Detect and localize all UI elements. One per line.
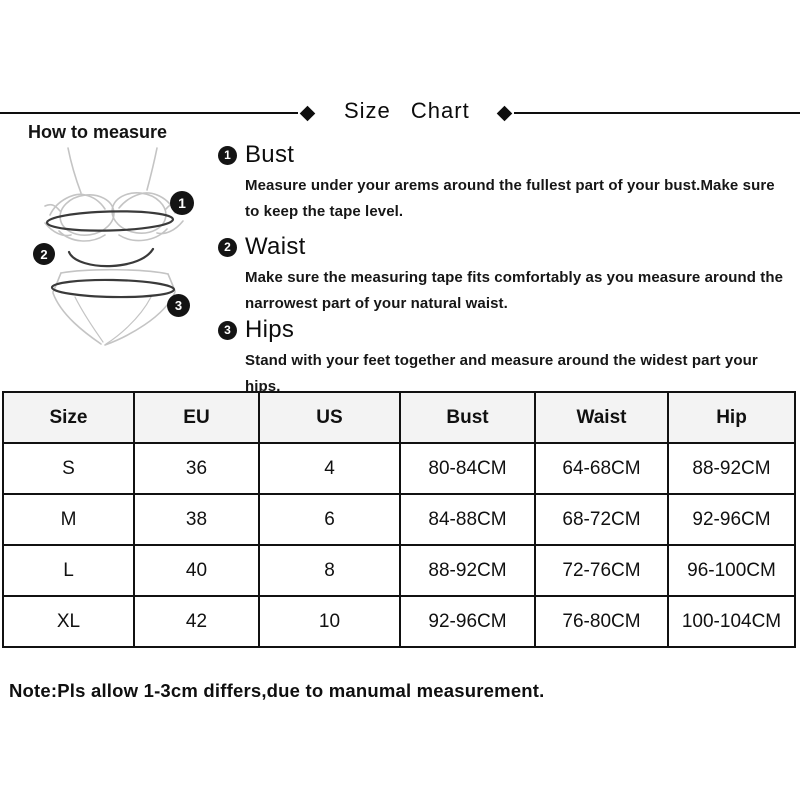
col-header-eu: EU xyxy=(133,391,260,444)
bikini-measurement-illustration xyxy=(44,147,184,346)
table-cell: 80-84CM xyxy=(399,442,536,495)
description-line: narrowest part of your natural waist. xyxy=(245,295,508,312)
table-cell: 40 xyxy=(133,544,260,597)
table-cell: 88-92CM xyxy=(667,442,796,495)
description-line: Stand with your feet together and measur… xyxy=(245,352,758,395)
table-cell: 88-92CM xyxy=(399,544,536,597)
number-2-badge: 2 xyxy=(218,237,237,257)
table-row-m: M 38 6 84-88CM 68-72CM 92-96CM xyxy=(2,493,796,546)
section-bust: 1 Bust Measure under your arems around t… xyxy=(218,141,790,225)
table-cell: 84-88CM xyxy=(399,493,536,546)
table-cell: 10 xyxy=(258,595,401,648)
table-cell: 38 xyxy=(133,493,260,546)
section-waist: 2 Waist Make sure the measuring tape fit… xyxy=(218,233,790,317)
hips-point-badge: 3 xyxy=(167,294,190,317)
col-header-bust: Bust xyxy=(399,391,536,444)
table-cell: 36 xyxy=(133,442,260,495)
table-cell: XL xyxy=(2,595,135,648)
table-cell: 92-96CM xyxy=(667,493,796,546)
col-header-waist: Waist xyxy=(534,391,669,444)
divider-line-right xyxy=(513,112,800,114)
section-bust-description: Measure under your arems around the full… xyxy=(245,173,790,225)
col-header-hip: Hip xyxy=(667,391,796,444)
table-header-row: Size EU US Bust Waist Hip xyxy=(2,391,796,444)
size-table: Size EU US Bust Waist Hip S 36 4 80-84CM… xyxy=(2,391,796,648)
table-cell: 76-80CM xyxy=(534,595,669,648)
how-to-measure-heading: How to measure xyxy=(28,122,168,142)
table-cell: 8 xyxy=(258,544,401,597)
section-hips: 3 Hips Stand with your feet together and… xyxy=(218,316,790,400)
section-hips-title: Hips xyxy=(245,316,295,343)
description-line: Make sure the measuring tape fits comfor… xyxy=(245,269,784,286)
measurement-note: Note:Pls allow 1-3cm differs,due to manu… xyxy=(9,680,545,701)
table-row-s: S 36 4 80-84CM 64-68CM 88-92CM xyxy=(2,442,796,495)
section-bust-heading: 1 Bust xyxy=(218,141,790,169)
bust-point-badge: 1 xyxy=(170,191,194,215)
table-row-l: L 40 8 88-92CM 72-76CM 96-100CM xyxy=(2,544,796,597)
table-cell: 92-96CM xyxy=(399,595,536,648)
waist-point-badge: 2 xyxy=(33,243,55,265)
section-waist-title: Waist xyxy=(245,233,306,260)
table-cell: S xyxy=(2,442,135,495)
section-waist-heading: 2 Waist xyxy=(218,233,790,261)
section-bust-title: Bust xyxy=(245,141,295,168)
section-hips-description: Stand with your feet together and measur… xyxy=(245,348,790,400)
table-row-xl: XL 42 10 92-96CM 76-80CM 100-104CM xyxy=(2,595,796,648)
table-cell: 72-76CM xyxy=(534,544,669,597)
section-waist-description: Make sure the measuring tape fits comfor… xyxy=(245,265,790,317)
col-header-us: US xyxy=(258,391,401,444)
table-cell: 4 xyxy=(258,442,401,495)
page-title: Size Chart xyxy=(344,98,470,123)
section-hips-heading: 3 Hips xyxy=(218,316,790,344)
table-cell: 42 xyxy=(133,595,260,648)
title-divider: Size Chart xyxy=(0,98,800,125)
diamond-icon xyxy=(496,105,512,121)
description-line: Measure under your arems around the full… xyxy=(245,177,775,194)
diamond-icon xyxy=(299,105,316,121)
divider-line-left xyxy=(0,112,298,114)
col-header-size: Size xyxy=(2,391,135,444)
table-cell: M xyxy=(2,493,135,546)
description-line: to keep the tape level. xyxy=(245,203,404,220)
number-1-badge: 1 xyxy=(218,145,237,165)
table-cell: 96-100CM xyxy=(667,544,796,597)
table-cell: 6 xyxy=(258,493,401,546)
table-cell: 64-68CM xyxy=(534,442,669,495)
table-cell: 68-72CM xyxy=(534,493,669,546)
table-cell: L xyxy=(2,544,135,597)
table-cell: 100-104CM xyxy=(667,595,796,648)
number-3-badge: 3 xyxy=(218,320,237,340)
